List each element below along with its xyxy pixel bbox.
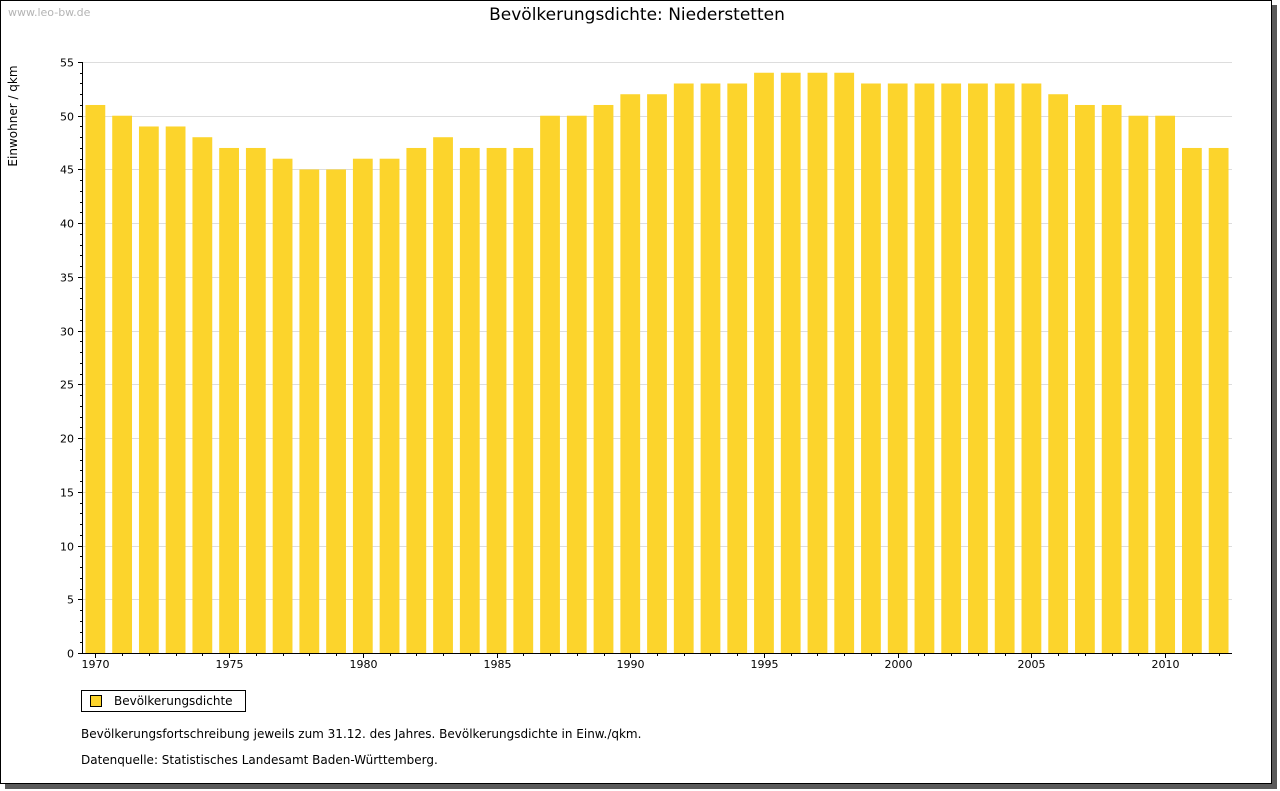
legend: Bevölkerungsdichte [81, 690, 246, 712]
y-tick-label: 40 [60, 218, 74, 231]
x-tick-label: 2010 [1152, 658, 1180, 671]
bar [272, 158, 293, 653]
x-tick-label: 1990 [617, 658, 645, 671]
y-tick-label: 25 [60, 379, 74, 392]
bar [914, 83, 935, 653]
bar [807, 72, 828, 653]
legend-swatch-icon [90, 695, 102, 707]
bar [620, 94, 641, 653]
bar [1155, 115, 1176, 653]
bar [245, 147, 266, 654]
bar [219, 147, 239, 654]
y-tick-label: 0 [67, 648, 74, 661]
bar [299, 169, 320, 654]
bar [1075, 104, 1095, 654]
bar [780, 72, 801, 653]
bar [1208, 147, 1229, 654]
y-tick-label: 45 [60, 164, 74, 177]
bar [834, 72, 855, 653]
bar [754, 72, 774, 653]
legend-label: Bevölkerungsdichte [114, 694, 233, 708]
y-tick-label: 50 [60, 111, 74, 124]
x-tick-label: 1980 [350, 658, 378, 671]
bar [1021, 83, 1042, 653]
bar [700, 83, 721, 653]
y-tick-label: 20 [60, 433, 74, 446]
x-tick-label: 1985 [484, 658, 512, 671]
y-tick-label: 5 [67, 594, 74, 607]
bar [861, 83, 881, 653]
bar [85, 104, 106, 654]
bar [165, 126, 186, 654]
y-tick-label: 15 [60, 487, 74, 500]
bar [593, 104, 614, 654]
bar [138, 126, 159, 654]
bar [968, 83, 988, 653]
bar [459, 147, 480, 654]
bar [1128, 115, 1149, 653]
bar [192, 137, 213, 653]
y-tick-label: 55 [60, 57, 74, 70]
bar [673, 83, 694, 653]
y-tick-label: 30 [60, 326, 74, 339]
bar [352, 158, 373, 653]
bar [1101, 104, 1122, 654]
bar [433, 137, 453, 653]
x-tick-label: 1975 [216, 658, 244, 671]
bar [887, 83, 908, 653]
chart-title: Bevölkerungsdichte: Niederstetten [489, 5, 785, 25]
bar [1048, 94, 1069, 653]
bar [647, 94, 667, 653]
x-tick-label: 2000 [885, 658, 913, 671]
bar [379, 158, 400, 653]
bar [566, 115, 587, 653]
y-tick-label: 10 [60, 541, 74, 554]
bar [540, 115, 560, 653]
y-tick-label: 35 [60, 272, 74, 285]
watermark: www.leo-bw.de [8, 6, 91, 19]
bar [406, 147, 427, 654]
bar [513, 147, 534, 654]
x-tick-label: 1995 [751, 658, 779, 671]
bar [112, 115, 133, 653]
footnote-source: Datenquelle: Statistisches Landesamt Bad… [81, 753, 438, 767]
bar [486, 147, 507, 654]
x-tick-label: 1970 [82, 658, 110, 671]
x-tick-label: 2005 [1018, 658, 1046, 671]
footnote-method: Bevölkerungsfortschreibung jeweils zum 3… [81, 727, 642, 741]
bar [1181, 147, 1202, 654]
bar-chart-plot: 0 5 10 15 20 25 30 35 40 45 50 55 1970 1975 1980 1985 19… [60, 57, 1232, 671]
bar [941, 83, 962, 653]
bar [727, 83, 748, 653]
bar [326, 169, 346, 654]
bar [994, 83, 1015, 653]
